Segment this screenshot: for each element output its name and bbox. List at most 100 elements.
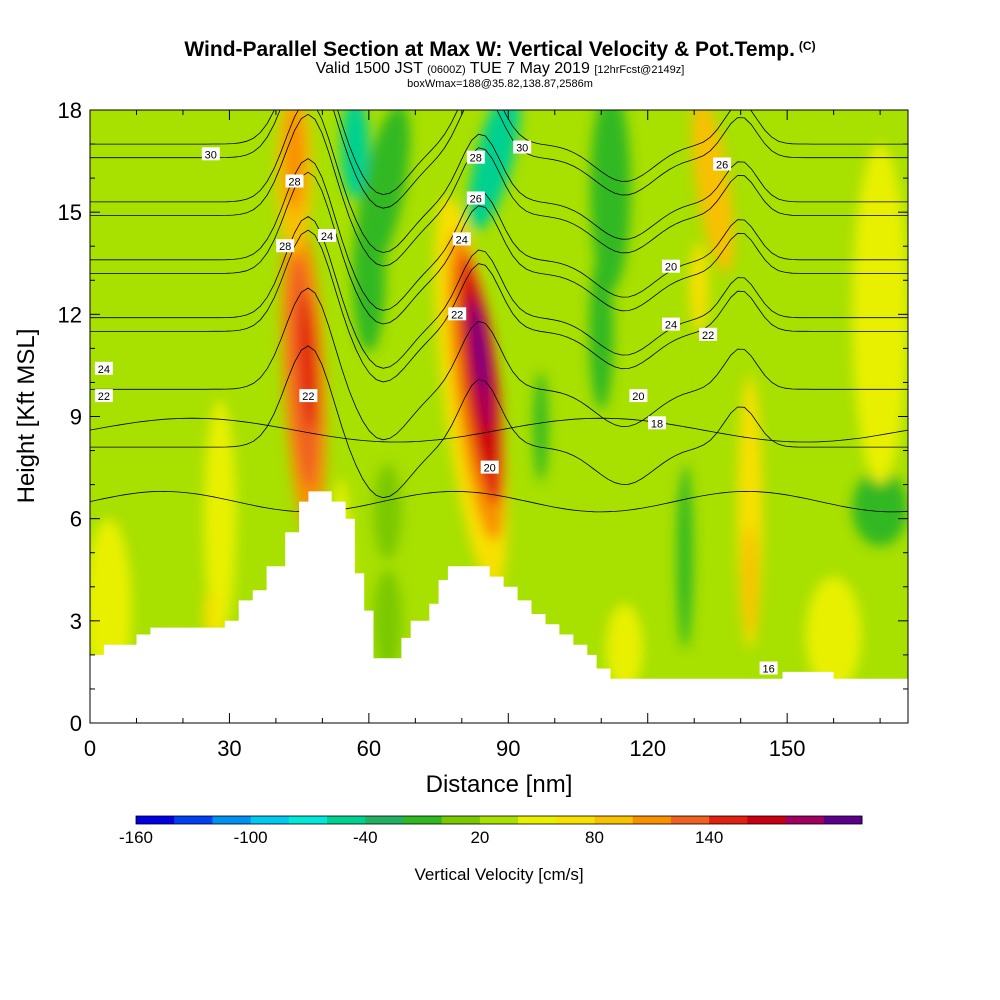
contour-label-box: [662, 259, 680, 273]
contour-label: 24: [94, 361, 113, 376]
y-tick-label: 3: [70, 609, 82, 634]
colorbar-frame: [135, 815, 863, 825]
contour-label-box: [662, 317, 680, 331]
subtitle-forecast: [12hrFcst@2149z]: [594, 64, 685, 76]
contour-label-text: 18: [651, 418, 663, 430]
theta-contour-16: [90, 490, 908, 513]
velocity-cell: [473, 304, 488, 393]
title-text: Wind-Parallel Section at Max W: Vertical…: [184, 38, 795, 61]
theta-contour-26-intermediate: [90, 158, 908, 311]
y-tick-label: 15: [58, 200, 82, 225]
contour-label-text: 26: [470, 194, 482, 206]
contour-label-text: 24: [321, 231, 333, 243]
velocity-cell: [590, 110, 631, 291]
colorbar-swatch: [250, 816, 290, 824]
contour-label: 24: [662, 317, 680, 332]
axes: 0 30 60 90 120 150 0 3 6 9 12 15 18: [58, 98, 908, 761]
theta-contour-24: [90, 229, 908, 383]
y-tick-label: 12: [58, 302, 82, 327]
contour-label-text: 20: [484, 463, 496, 475]
contour-label: 28: [466, 150, 485, 165]
contour-label: 20: [662, 259, 680, 274]
contour-label: 20: [629, 389, 648, 403]
contour-label-box: [448, 307, 467, 321]
theta-contour-22: [90, 287, 908, 441]
theta-contour-26: [90, 171, 908, 325]
contour-label: 24: [452, 232, 471, 246]
y-axis-label: Height [Kft MSL]: [13, 329, 40, 504]
x-axis-label: Distance [nm]: [426, 771, 573, 798]
colorbar-swatch: [556, 816, 596, 824]
contour-label-text: 28: [288, 177, 300, 189]
contour-label-box: [713, 157, 732, 171]
velocity-cell: [852, 471, 908, 546]
colorbar-swatch: [288, 816, 328, 824]
theta-contour-24-intermediate: [90, 216, 908, 369]
velocity-cell: [742, 525, 758, 635]
velocity-cell: [677, 464, 693, 649]
contour-label: 18: [648, 416, 666, 430]
velocity-cell: [689, 242, 709, 332]
contour-label-text: 22: [702, 330, 714, 342]
colorbar-swatch: [365, 816, 404, 824]
chart-subtitle: Valid 1500 JST (0600Z) TUE 7 May 2019 [1…: [0, 60, 1000, 78]
x-tick-label: 150: [769, 736, 806, 761]
y-tick-label: 6: [70, 507, 82, 532]
contour-label-text: 20: [632, 391, 644, 403]
colorbar-swatch: [441, 816, 481, 824]
contour-label-text: 28: [279, 241, 291, 253]
velocity-cell: [373, 464, 402, 560]
colorbar-swatch: [823, 816, 863, 824]
theta-contours: [90, 110, 908, 513]
colorbar-swatch: [174, 816, 213, 824]
x-tick-label: 60: [357, 736, 381, 761]
contour-label-box: [94, 389, 113, 403]
contour-label-box: [480, 460, 499, 474]
contour-label: 30: [201, 147, 220, 161]
contour-labels: 16 18 20 20 20 22 22 22 22 24 24 24 24 26 26 28 28 28 30 30: [94, 140, 778, 676]
contour-label-box: [452, 232, 471, 246]
contour-label-text: 28: [470, 153, 482, 165]
velocity-cell: [589, 253, 614, 410]
plot-area: 16 18 20 20 20 22 22 22 22 24 24 24 24 26 26 28 28 28 30 30: [90, 110, 908, 723]
contour-label-box: [466, 191, 485, 205]
velocity-cell: [652, 351, 681, 488]
velocity-cell: [533, 372, 548, 482]
contour-label-text: 26: [716, 160, 728, 172]
contour-label-box: [648, 416, 666, 430]
velocity-cell: [284, 110, 305, 213]
contour-label-box: [513, 140, 532, 154]
contour-label-box: [201, 147, 220, 161]
y-tick-label: 0: [70, 711, 82, 736]
contour-label-box: [276, 239, 295, 253]
colorbar-swatch: [403, 816, 443, 824]
subtitle-valid: Valid 1500 JST: [315, 60, 423, 77]
velocity-cell: [203, 399, 237, 638]
y-tick-label: 18: [58, 98, 82, 123]
terrain: [90, 491, 908, 723]
contour-label-text: 24: [456, 234, 468, 246]
contour-label-text: 22: [451, 309, 463, 321]
title-units-note: (C): [798, 39, 816, 53]
theta-contour-30-intermediate: [90, 110, 908, 196]
subtitle-utc: (0600Z): [427, 64, 466, 76]
colorbar-swatch: [479, 816, 519, 824]
contour-label: 22: [299, 389, 318, 403]
chart-title: Wind-Parallel Section at Max W: Vertical…: [0, 38, 1000, 62]
contour-label-box: [299, 389, 318, 403]
contour-label-text: 16: [762, 664, 774, 676]
contour-label-box: [94, 361, 113, 375]
velocity-cell: [203, 590, 218, 638]
colorbar-swatch: [212, 816, 252, 824]
contour-label: 24: [318, 229, 336, 243]
velocity-cell: [805, 576, 862, 693]
contour-label: 26: [713, 157, 732, 172]
colorbar-swatch: [632, 816, 672, 824]
x-tick-label: 120: [629, 736, 666, 761]
colorbar-swatch: [518, 816, 557, 824]
x-tick-label: 0: [84, 736, 96, 761]
contour-label-text: 22: [98, 391, 110, 403]
chart-box-info: boxWmax=188@35.82,138.87,2586m: [407, 78, 593, 90]
contour-label-text: 30: [205, 149, 217, 161]
